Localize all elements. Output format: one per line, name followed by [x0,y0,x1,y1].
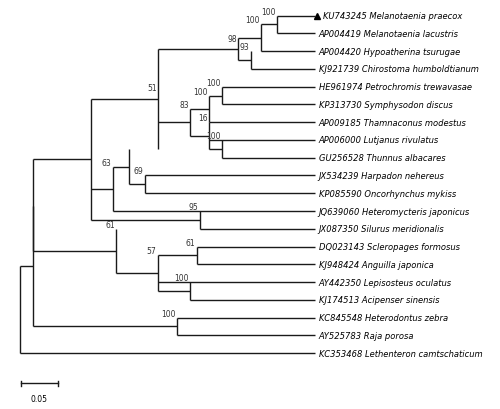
Text: AP004420 Hypoatherina tsurugae: AP004420 Hypoatherina tsurugae [318,47,461,56]
Text: KJ948424 Anguilla japonica: KJ948424 Anguilla japonica [318,260,434,269]
Text: KJ921739 Chirostoma humboldtianum: KJ921739 Chirostoma humboldtianum [318,65,478,74]
Text: 57: 57 [147,247,156,256]
Text: 100: 100 [261,8,276,16]
Text: KJ174513 Acipenser sinensis: KJ174513 Acipenser sinensis [318,296,439,305]
Text: GU256528 Thunnus albacares: GU256528 Thunnus albacares [318,154,445,163]
Text: 51: 51 [147,83,156,92]
Text: KP313730 Symphysodon discus: KP313730 Symphysodon discus [318,101,452,110]
Text: AP006000 Lutjanus rivulatus: AP006000 Lutjanus rivulatus [318,136,439,145]
Text: KU743245 Melanotaenia praecox: KU743245 Melanotaenia praecox [324,12,463,21]
Text: KC353468 Lethenteron camtschaticum: KC353468 Lethenteron camtschaticum [318,349,482,358]
Text: 61: 61 [186,238,195,247]
Text: 69: 69 [134,167,143,176]
Text: 63: 63 [102,158,112,167]
Text: 98: 98 [227,35,237,44]
Text: HE961974 Petrochromis trewavasae: HE961974 Petrochromis trewavasae [318,83,472,92]
Text: JQ639060 Heteromycteris japonicus: JQ639060 Heteromycteris japonicus [318,207,470,216]
Text: JX087350 Silurus meridionalis: JX087350 Silurus meridionalis [318,225,444,234]
Text: 83: 83 [179,101,188,110]
Text: 100: 100 [174,273,188,282]
Text: AP009185 Thamnaconus modestus: AP009185 Thamnaconus modestus [318,118,466,127]
Text: KC845548 Heterodontus zebra: KC845548 Heterodontus zebra [318,313,448,322]
Text: 100: 100 [206,132,220,141]
Text: 61: 61 [105,220,115,229]
Text: 100: 100 [162,309,176,318]
Text: 0.05: 0.05 [31,394,48,403]
Text: 16: 16 [198,114,208,123]
Text: 95: 95 [188,202,198,211]
Text: AY525783 Raja porosa: AY525783 Raja porosa [318,331,414,340]
Text: KP085590 Oncorhynchus mykiss: KP085590 Oncorhynchus mykiss [318,189,456,198]
Text: JX534239 Harpadon nehereus: JX534239 Harpadon nehereus [318,171,444,180]
Text: 100: 100 [206,79,220,88]
Text: AY442350 Lepisosteus oculatus: AY442350 Lepisosteus oculatus [318,278,452,287]
Text: 93: 93 [240,43,250,52]
Text: 100: 100 [244,16,259,25]
Text: DQ023143 Scleropages formosus: DQ023143 Scleropages formosus [318,243,460,252]
Text: 100: 100 [194,88,208,96]
Text: AP004419 Melanotaenia lacustris: AP004419 Melanotaenia lacustris [318,30,458,39]
